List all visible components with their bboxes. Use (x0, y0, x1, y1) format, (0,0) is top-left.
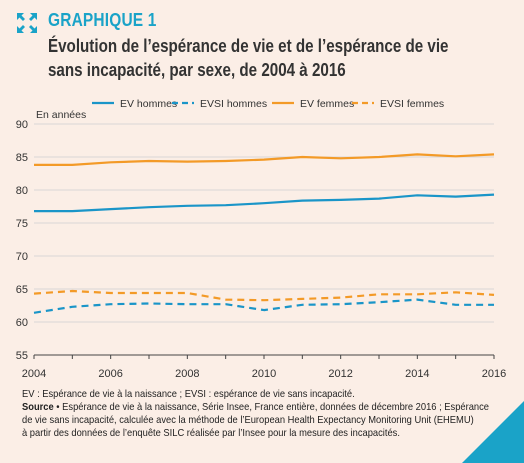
x-tick-label: 2010 (252, 368, 276, 380)
expand-arrows-icon[interactable] (16, 12, 38, 34)
x-tick-label: 2012 (328, 368, 352, 380)
y-tick-label: 65 (16, 284, 28, 296)
x-tick-label: 2016 (482, 368, 506, 380)
x-tick-label: 2008 (175, 368, 199, 380)
y-tick-label: 70 (16, 251, 28, 263)
series-line-ev-hommes (34, 193, 495, 213)
legend-label: EV hommes (120, 98, 177, 110)
legend-label: EVSI hommes (200, 98, 267, 110)
line-chart: En années 55 60 65 70 75 80 85 90 2004 2006 2008 201… (16, 98, 506, 380)
series-line-ev-femmes (34, 153, 495, 167)
legend-label: EV femmes (300, 98, 354, 110)
legend-label: EVSI femmes (380, 98, 444, 110)
x-tick-label: 2004 (22, 368, 46, 380)
source-label: Source (22, 402, 54, 413)
figure-number: GRAPHIQUE 1 (48, 10, 157, 30)
source-text-1: • Espérance de vie à la naissance, Série… (53, 402, 489, 413)
corner-triangle (462, 401, 524, 463)
title-line-1: Évolution de l’espérance de vie et de l’… (48, 35, 449, 56)
x-tick-label: 2006 (98, 368, 122, 380)
y-tick-label: 85 (16, 152, 28, 164)
chart-footer: EV : Espérance de vie à la naissance ; E… (22, 388, 490, 440)
y-tick-label: 75 (16, 218, 28, 230)
y-axis-label: En années (36, 109, 86, 121)
chart-area: En années 55 60 65 70 75 80 85 90 2004 2006 2008 201… (0, 88, 524, 388)
series-line-evsi-hommes (33, 298, 494, 314)
chart-title: Évolution de l’espérance de vie et de l’… (48, 34, 507, 82)
source-text-3: à partir des données de l’enquête SILC r… (22, 428, 400, 439)
y-tick-label: 55 (16, 350, 28, 362)
title-line-2: sans incapacité, par sexe, de 2004 à 201… (48, 59, 346, 80)
y-tick-label: 80 (16, 185, 28, 197)
y-tick-label: 60 (16, 317, 28, 329)
source-text-2: de vie sans incapacité, calculée avec la… (22, 415, 474, 426)
x-tick-label: 2014 (405, 368, 429, 380)
series-line-evsi-femmes (33, 289, 495, 302)
chart-header: GRAPHIQUE 1 Évolution de l’espérance de … (0, 0, 524, 96)
footnote-abbreviations: EV : Espérance de vie à la naissance ; E… (22, 389, 355, 400)
source-note: Source • Espérance de vie à la naissance… (22, 401, 490, 414)
y-tick-label: 90 (16, 119, 28, 131)
